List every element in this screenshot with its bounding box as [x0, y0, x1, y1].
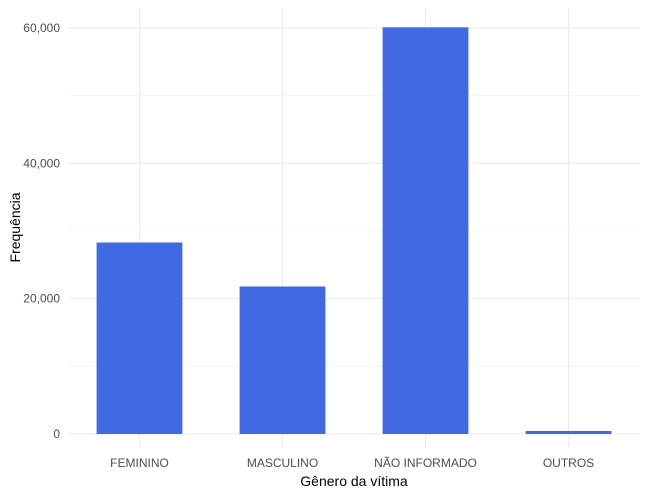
y-tick-label: 60,000	[23, 21, 60, 35]
x-tick-label: MASCULINO	[247, 456, 318, 470]
y-tick-label: 20,000	[23, 292, 60, 306]
bar	[239, 286, 326, 434]
x-axis-ticks: FEMININO MASCULINO NÃO INFORMADO OUTROS	[110, 456, 594, 470]
y-axis-title: Frequência	[7, 192, 23, 262]
y-tick-label: 0	[53, 427, 60, 441]
bar	[96, 242, 183, 434]
y-axis-ticks: 0 20,000 40,000 60,000	[23, 21, 60, 441]
x-tick-label: FEMININO	[110, 456, 169, 470]
bars	[96, 27, 612, 434]
bar	[525, 430, 612, 434]
x-tick-label: NÃO INFORMADO	[374, 456, 477, 470]
x-tick-label: OUTROS	[543, 456, 594, 470]
y-tick-label: 40,000	[23, 156, 60, 170]
bar	[382, 27, 469, 434]
x-axis-title: Gênero da vítima	[300, 473, 408, 489]
